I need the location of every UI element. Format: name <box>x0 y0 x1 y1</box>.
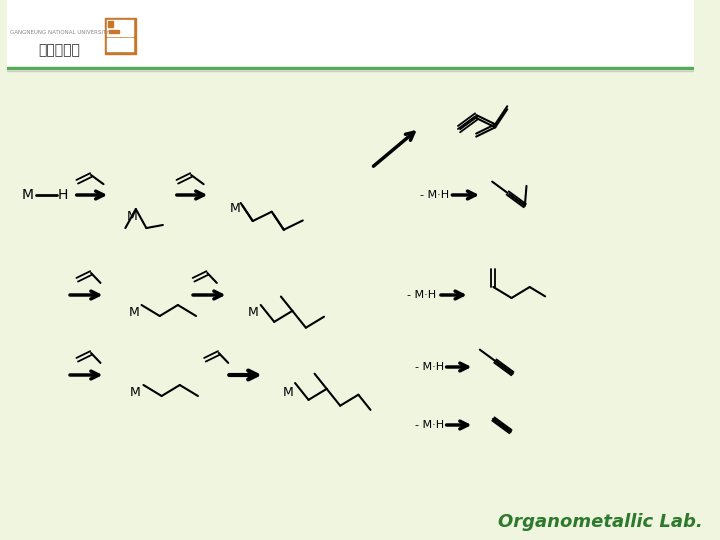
Text: Organometallic Lab.: Organometallic Lab. <box>498 513 703 531</box>
Bar <box>120 20 133 36</box>
Text: M: M <box>22 188 34 202</box>
Text: 강릉대학교: 강릉대학교 <box>39 43 81 57</box>
Text: - M·H: - M·H <box>415 420 444 430</box>
Text: H: H <box>57 188 68 202</box>
Bar <box>109 30 119 33</box>
Bar <box>107 20 120 36</box>
Text: M: M <box>230 202 240 215</box>
Text: M: M <box>283 387 294 400</box>
Bar <box>105 18 136 54</box>
Text: M: M <box>130 386 140 399</box>
Text: - M·H: - M·H <box>420 190 449 200</box>
Text: M: M <box>129 306 139 319</box>
Text: - M·H: - M·H <box>408 290 436 300</box>
Text: M: M <box>127 210 138 222</box>
Bar <box>120 38 133 51</box>
Text: - M·H: - M·H <box>415 362 444 372</box>
Bar <box>7 0 693 68</box>
Bar <box>107 38 120 51</box>
Bar <box>108 21 113 27</box>
Text: GANGNEUNG NATIONAL UNIVERSITY: GANGNEUNG NATIONAL UNIVERSITY <box>10 30 109 36</box>
Text: M: M <box>248 306 258 319</box>
